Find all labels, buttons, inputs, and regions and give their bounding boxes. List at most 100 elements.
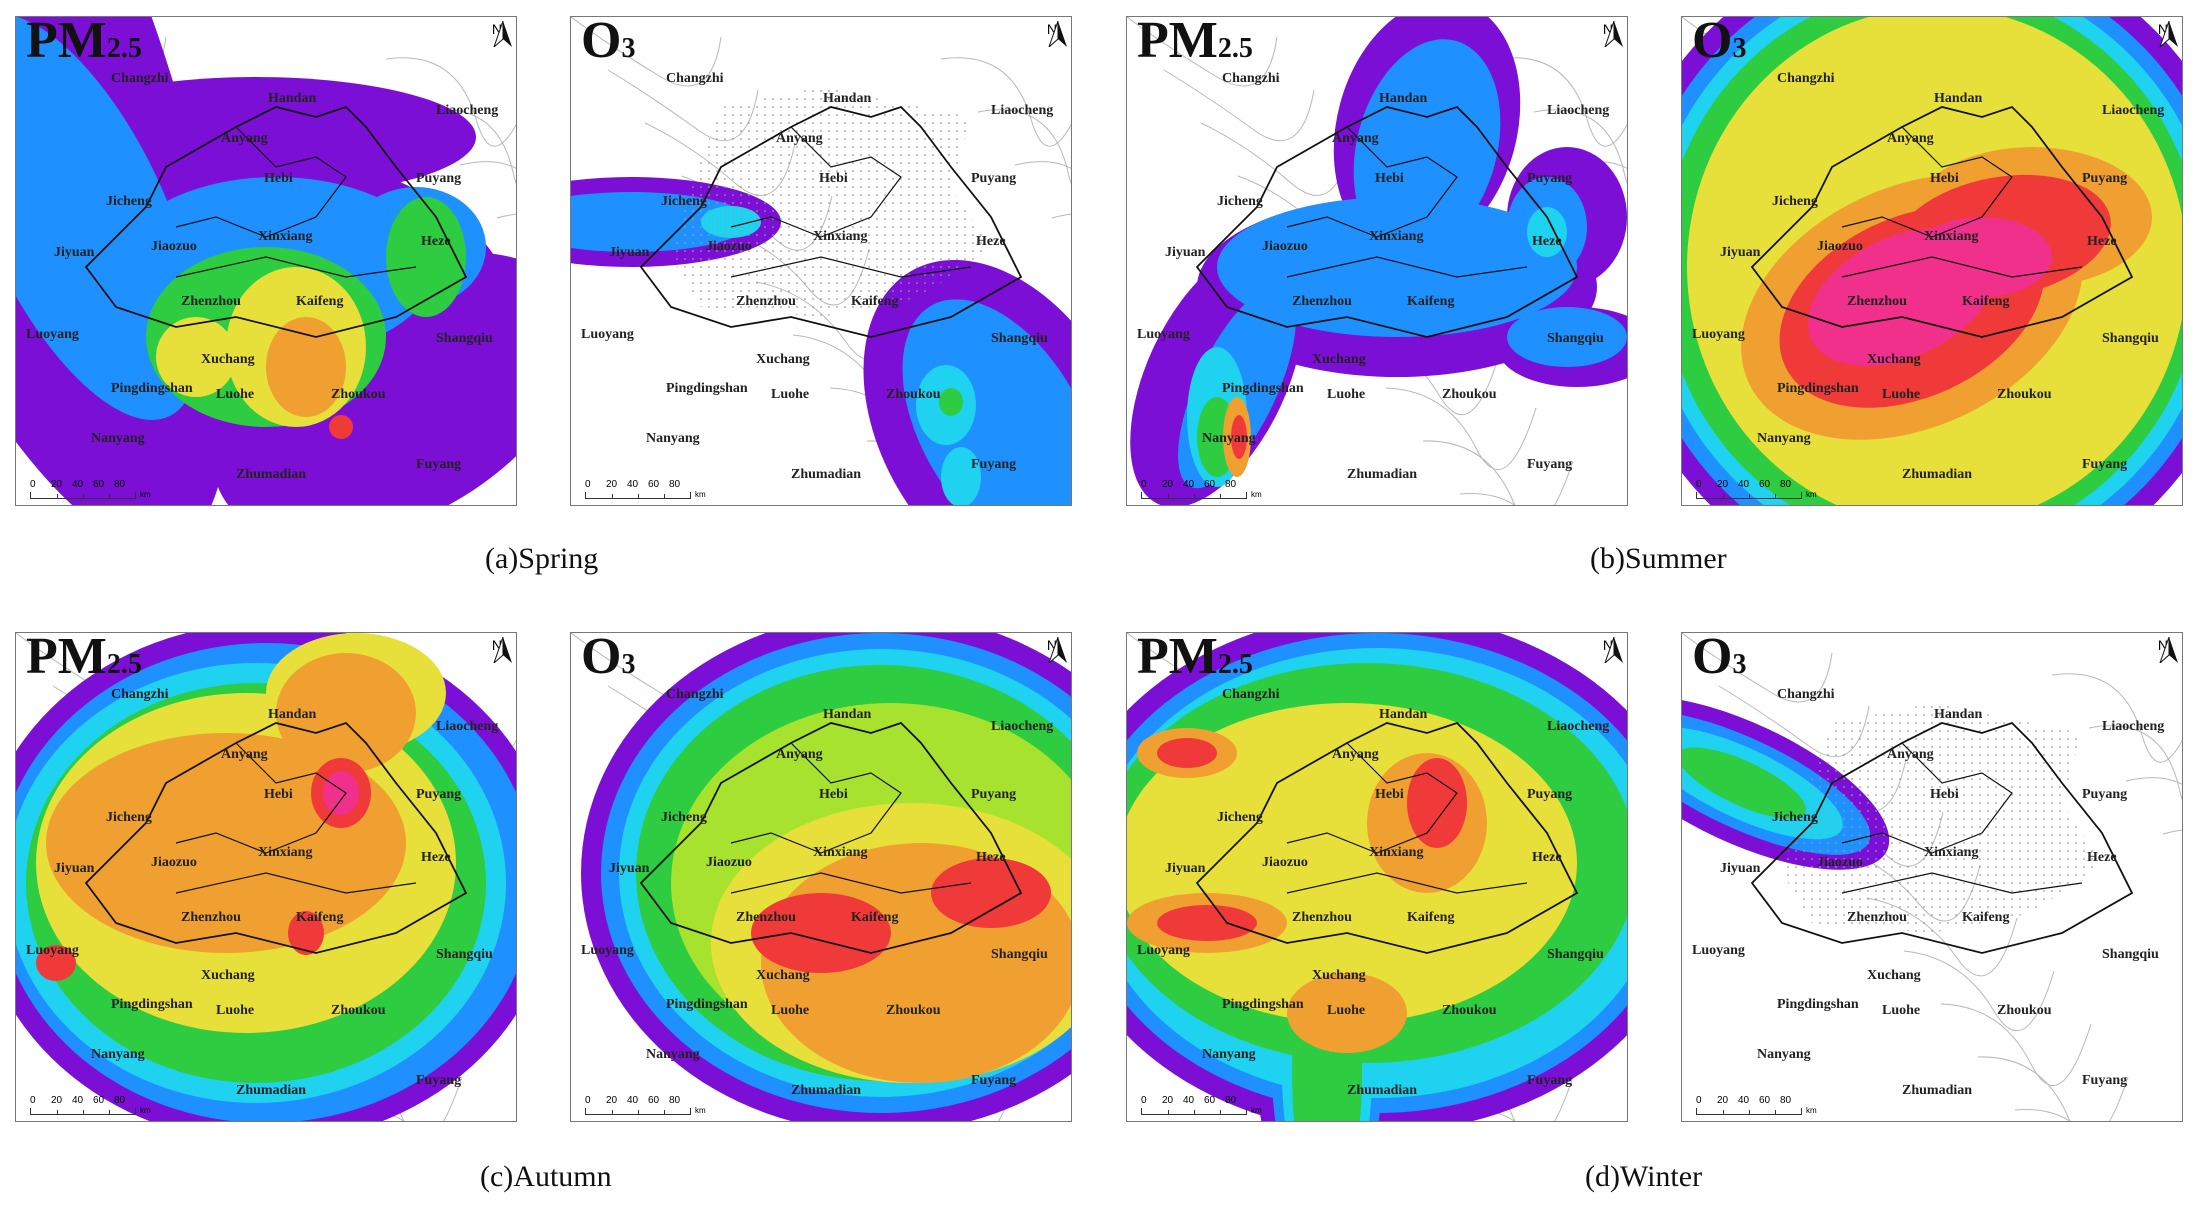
concentration-contour-orange (266, 317, 346, 417)
city-boundary-line (175, 126, 347, 238)
admin-boundary-line (940, 57, 1071, 147)
north-arrow-glyph (2159, 637, 2178, 663)
scale-tick-label: 60 (1759, 479, 1771, 490)
city-label-liaocheng: Liaocheng (436, 103, 499, 118)
city-label-fuyang: Fuyang (416, 1073, 462, 1088)
city-label-liaocheng: Liaocheng (2102, 719, 2165, 734)
panel-title: O3 (581, 633, 635, 683)
admin-boundary-line (1127, 17, 1278, 87)
concentration-contour-green (1682, 747, 1807, 819)
scale-tick-label: 40 (1183, 1095, 1195, 1106)
scale-unit: km (695, 490, 706, 499)
city-label-pingdingshan: Pingdingshan (666, 997, 748, 1012)
north-label: N (491, 637, 502, 653)
low-value-dotted-region (671, 87, 991, 317)
city-label-xinxiang: Xinxiang (1924, 229, 1979, 244)
city-label-luoyang: Luoyang (1692, 943, 1745, 958)
concentration-contour-red (36, 945, 76, 981)
map-panel-spring-pm25: PM2.5 N Changzhi Handan Liaocheng Anyang Hebi… (15, 16, 517, 506)
panel-title-subscript: 2.5 (1217, 33, 1253, 64)
city-label-shangqiu: Shangqiu (436, 331, 493, 346)
concentration-contour-orange (1287, 973, 1407, 1053)
city-label-jicheng: Jicheng (1217, 810, 1263, 825)
city-label-changzhi: Changzhi (111, 71, 169, 86)
scale-tick-label: 20 (1162, 1095, 1174, 1106)
concentration-map-svg (1682, 633, 2182, 1121)
city-label-puyang: Puyang (971, 171, 1017, 186)
city-label-xuchang: Xuchang (756, 968, 810, 983)
city-label-pingdingshan: Pingdingshan (1222, 997, 1304, 1012)
concentration-map-svg (1127, 633, 1627, 1121)
concentration-contour-blue (1217, 197, 1577, 337)
scale-tick-label: 0 (585, 1095, 591, 1106)
city-label-luoyang: Luoyang (581, 327, 634, 342)
city-label-xuchang: Xuchang (756, 352, 810, 367)
concentration-contour-red (329, 415, 353, 439)
study-region-boundary (1195, 105, 1579, 338)
city-label-zhoukou: Zhoukou (1442, 387, 1497, 402)
city-label-zhenzhou: Zhenzhou (736, 294, 796, 309)
city-label-kaifeng: Kaifeng (1407, 910, 1455, 925)
north-arrow-glyph (493, 637, 512, 663)
study-region-boundary (639, 721, 1023, 954)
map-panel-winter-o3: O3 N Changzhi Handan Liaocheng Anyang Hebi Puy… (1681, 632, 2183, 1122)
scale-tick-label: 60 (93, 1095, 105, 1106)
city-label-kaifeng: Kaifeng (1407, 294, 1455, 309)
panel-title: O3 (1692, 633, 1746, 683)
city-label-xinxiang: Xinxiang (813, 229, 868, 244)
concentration-contour-green (939, 388, 963, 416)
scale-bar: 0 20 40 60 80 km (585, 1095, 706, 1115)
scale-bar-line (585, 1108, 691, 1115)
city-label-anyang: Anyang (1332, 747, 1379, 762)
city-label-handan: Handan (1379, 91, 1428, 106)
panel-title-subscript: 3 (621, 33, 636, 64)
admin-boundary-line (1014, 161, 1071, 170)
city-label-zhenzhou: Zhenzhou (181, 910, 241, 925)
city-label-pingdingshan: Pingdingshan (111, 997, 193, 1012)
city-boundary-line (175, 742, 347, 854)
city-label-handan: Handan (823, 707, 872, 722)
scale-tick-label: 80 (1780, 1095, 1792, 1106)
city-label-zhenzhou: Zhenzhou (181, 294, 241, 309)
city-label-jiaozuo: Jiaozuo (1817, 855, 1863, 870)
city-label-fuyang: Fuyang (1527, 1073, 1573, 1088)
city-label-hebi: Hebi (819, 787, 848, 802)
admin-boundary-line (1570, 161, 1627, 170)
north-arrow-glyph (1048, 637, 1067, 663)
city-label-changzhi: Changzhi (666, 71, 724, 86)
north-label: N (2157, 637, 2168, 653)
city-label-xinxiang: Xinxiang (258, 845, 313, 860)
concentration-contour-blue (1507, 307, 1627, 367)
north-arrow-icon: N (492, 21, 512, 47)
scale-bar-line (585, 492, 691, 499)
city-label-heze: Heze (1532, 850, 1562, 865)
concentration-contour-cyan (1527, 207, 1567, 257)
admin-boundary-line (1200, 122, 1352, 196)
admin-boundary-line (1533, 109, 1627, 185)
admin-boundary-line (1682, 633, 1833, 703)
panel-title: PM2.5 (26, 17, 142, 67)
scale-tick-label: 40 (72, 479, 84, 490)
scale-tick-label: 0 (585, 479, 591, 490)
city-label-nanyang: Nanyang (1757, 1047, 1811, 1062)
panel-title-main: PM (1137, 16, 1218, 69)
city-label-fuyang: Fuyang (1527, 457, 1573, 472)
city-label-jicheng: Jicheng (661, 194, 707, 209)
city-label-zhumadian: Zhumadian (1347, 1083, 1418, 1098)
city-label-zhumadian: Zhumadian (236, 1083, 307, 1098)
scale-tick-label: 40 (1738, 479, 1750, 490)
city-label-shangqiu: Shangqiu (1547, 947, 1604, 962)
city-label-jicheng: Jicheng (106, 194, 152, 209)
city-label-zhenzhou: Zhenzhou (736, 910, 796, 925)
city-label-heze: Heze (2087, 234, 2117, 249)
city-label-anyang: Anyang (221, 747, 268, 762)
scale-tick-label: 80 (1225, 479, 1237, 490)
concentration-contour-cyan (941, 447, 981, 505)
panel-title: PM2.5 (1137, 16, 1253, 69)
study-region-boundary (1750, 721, 2134, 954)
scale-bar-line (1141, 492, 1247, 499)
admin-boundary-line (1977, 1056, 2129, 1121)
scale-bar-line (1141, 1108, 1247, 1115)
concentration-contour-orange (276, 653, 416, 773)
admin-boundary-line (1496, 57, 1627, 147)
